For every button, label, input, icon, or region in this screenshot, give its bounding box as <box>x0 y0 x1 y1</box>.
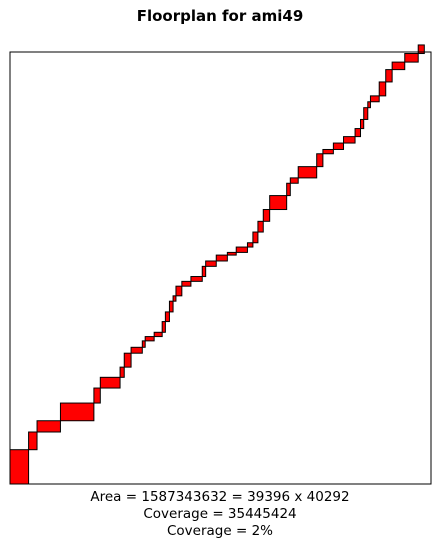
block-8 <box>123 352 132 368</box>
chart-title: Floorplan for ami49 <box>136 7 304 25</box>
block-16 <box>172 295 177 302</box>
block-7 <box>119 366 125 378</box>
block-2 <box>28 431 38 451</box>
block-3 <box>36 420 61 433</box>
block-15 <box>168 300 174 313</box>
block-34 <box>322 148 334 155</box>
block-25 <box>246 242 254 248</box>
block-layer <box>9 44 425 485</box>
block-27 <box>257 220 264 233</box>
coverage-percent-caption: Coverage = 2% <box>167 523 273 539</box>
block-9 <box>130 346 143 354</box>
block-28 <box>262 209 271 222</box>
block-11 <box>144 336 155 342</box>
block-22 <box>215 254 228 262</box>
block-1 <box>9 449 30 485</box>
block-42 <box>378 81 387 97</box>
block-29 <box>269 195 288 211</box>
block-10 <box>141 340 146 348</box>
block-38 <box>360 118 365 130</box>
plot-frame <box>9 51 432 485</box>
block-32 <box>297 166 318 179</box>
block-35 <box>332 142 345 150</box>
block-46 <box>417 44 425 55</box>
block-31 <box>289 177 299 184</box>
block-4 <box>59 402 95 422</box>
block-20 <box>201 265 207 278</box>
block-24 <box>235 246 248 253</box>
coverage-caption: Coverage = 35445424 <box>143 506 297 522</box>
block-21 <box>205 260 217 267</box>
block-36 <box>343 136 356 144</box>
block-39 <box>363 107 369 120</box>
block-33 <box>316 153 324 168</box>
block-17 <box>175 285 183 297</box>
block-41 <box>369 95 380 103</box>
block-40 <box>367 101 371 109</box>
block-30 <box>286 182 291 197</box>
block-26 <box>252 231 259 244</box>
block-13 <box>161 321 166 333</box>
block-45 <box>404 53 419 63</box>
block-19 <box>190 276 203 282</box>
area-caption: Area = 1587343632 = 39396 x 40292 <box>90 489 350 505</box>
block-44 <box>391 61 406 71</box>
block-18 <box>181 280 192 287</box>
block-43 <box>385 69 393 83</box>
block-37 <box>354 128 362 138</box>
block-6 <box>99 376 121 389</box>
block-5 <box>93 387 101 404</box>
block-23 <box>226 251 237 256</box>
block-14 <box>164 311 170 323</box>
block-12 <box>153 331 163 338</box>
